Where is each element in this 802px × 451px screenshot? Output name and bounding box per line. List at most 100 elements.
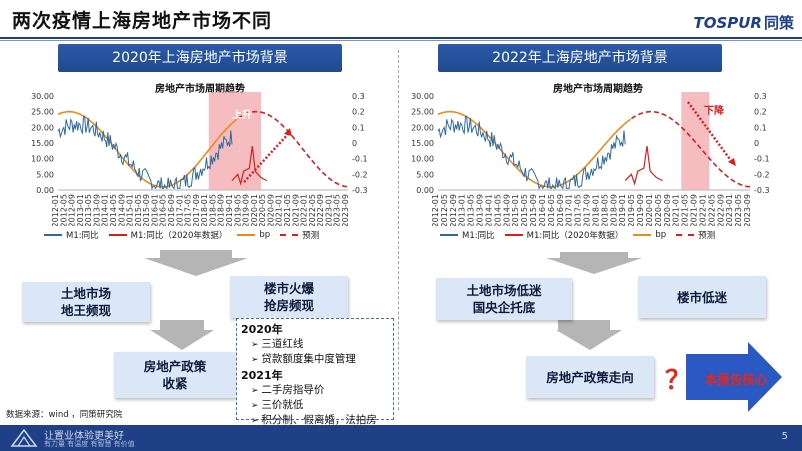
y-right-tick: -0.1 (754, 155, 770, 164)
x-tick: 2020-05 (654, 194, 663, 226)
x-tick: 2019-01 (618, 194, 627, 226)
x-tick: 2022-01 (698, 194, 707, 226)
policy-list: 2020年 三道红线 贷款额度集中度管理 2021年 二手房指导价 三价就低 积… (236, 318, 394, 426)
trend-arrow (243, 131, 291, 183)
x-tick: 2014-01 (484, 194, 493, 226)
trend-label: 上升 (232, 108, 252, 121)
logo-latin: TOSPUR (693, 14, 762, 32)
x-tick: 2021-09 (690, 194, 699, 226)
x-tick: 2021-09 (291, 194, 300, 226)
series-m1 (57, 115, 233, 191)
x-tick: 2018-05 (600, 194, 609, 226)
policy-item: 三道红线 (241, 337, 389, 352)
x-tick: 2019-01 (225, 194, 234, 226)
arrow-down-left-2 (150, 320, 214, 350)
x-tick: 2016-09 (556, 194, 565, 226)
x-tick: 2020-01 (645, 194, 654, 226)
y-right-tick: 0.1 (754, 123, 767, 132)
x-tick: 2022-09 (716, 194, 725, 226)
x-tick: 2015-09 (529, 194, 538, 226)
footer-logo-icon (10, 428, 38, 447)
page-title: 两次疫情上海房地产市场不同 (12, 10, 273, 32)
x-tick: 2019-09 (636, 194, 645, 226)
y-right-tick: 0.2 (754, 108, 767, 117)
x-tick: 2023-05 (734, 194, 743, 226)
header-rule (0, 37, 802, 39)
x-tick: 2021-01 (275, 194, 284, 226)
x-tick: 2023-05 (333, 194, 342, 226)
x-tick: 2018-09 (217, 194, 226, 226)
x-tick: 2017-05 (184, 194, 193, 226)
report-core-label: 本报告核心 (704, 372, 768, 387)
series-m1-2020 (231, 146, 268, 187)
x-tick: 2014-01 (101, 194, 110, 226)
x-tick: 2020-01 (250, 194, 259, 226)
company-logo: TOSPUR 同策 (693, 12, 794, 33)
legend-item-m1: M1:同比 (440, 229, 495, 241)
y-left-tick: 10.00 (411, 155, 434, 164)
x-tick: 2021-01 (672, 194, 681, 226)
x-tick: 2023-09 (341, 194, 350, 226)
x-tick: 2022-09 (316, 194, 325, 226)
x-tick: 2019-05 (233, 194, 242, 226)
policy-item: 二手房指导价 (241, 383, 389, 398)
y-right-tick: -0.2 (352, 170, 368, 179)
trend-arrowhead (284, 128, 292, 136)
y-left-tick: 0.00 (416, 186, 434, 195)
y-right-tick: -0.1 (352, 155, 368, 164)
x-tick: 2023-09 (743, 194, 752, 226)
x-tick: 2013-09 (476, 194, 485, 226)
legend-item-forecast: 预测 (676, 229, 715, 241)
x-tick: 2014-05 (109, 194, 118, 226)
x-tick: 2017-05 (574, 194, 583, 226)
trend-arrow (686, 101, 734, 163)
x-tick: 2018-01 (200, 194, 209, 226)
legend-item-m1-2020: M1:同比（2020年数据） (504, 229, 623, 241)
y-left-tick: 25.00 (31, 108, 54, 117)
page-number: 5 (781, 431, 788, 442)
box-land-market-right: 土地市场低迷 国央企托底 (436, 278, 572, 320)
legend-item-bp: bp (237, 230, 270, 240)
x-tick: 2018-05 (208, 194, 217, 226)
box-policy-left: 房地产政策 收紧 (114, 352, 236, 398)
box-land-market-left: 土地市场 地王频现 (22, 282, 150, 322)
x-tick: 2015-05 (520, 194, 529, 226)
x-tick: 2019-09 (242, 194, 251, 226)
x-tick: 2019-05 (627, 194, 636, 226)
box-housing-market-right: 楼市低迷 (638, 276, 766, 318)
highlight-region (208, 92, 261, 190)
x-tick: 2015-01 (511, 194, 520, 226)
x-tick: 2012-09 (449, 194, 458, 226)
x-tick: 2015-09 (142, 194, 151, 226)
y-left-tick: 5.00 (416, 170, 434, 179)
y-left-tick: 0.00 (36, 186, 54, 195)
y-right-tick: 0.1 (352, 123, 365, 132)
y-right-tick: 0 (352, 139, 357, 148)
left-banner: 2020年上海房地产市场背景 (58, 44, 342, 72)
y-left-tick: 30.00 (411, 92, 434, 101)
y-left-tick: 5.00 (36, 170, 54, 179)
series-forecast (237, 110, 349, 188)
legend-item-m1: M1:同比 (44, 229, 99, 241)
x-tick: 2023-01 (725, 194, 734, 226)
data-source: 数据来源：wind ，同策研究院 (6, 410, 123, 420)
x-tick: 2012-05 (440, 194, 449, 226)
x-tick: 2013-09 (92, 194, 101, 226)
x-tick: 2016-05 (159, 194, 168, 226)
y-right-tick: -0.2 (754, 170, 770, 179)
x-tick: 2016-09 (167, 194, 176, 226)
left-chart-title: 房地产市场周期趋势 (155, 84, 245, 95)
policy-item: 贷款额度集中度管理 (241, 352, 389, 367)
x-tick: 2017-01 (175, 194, 184, 226)
footer-subslogan: 有力量 有温度 有智慧 有价值 (44, 440, 135, 448)
right-banner: 2022年上海房地产市场背景 (438, 44, 722, 72)
x-tick: 2021-05 (681, 194, 690, 226)
x-tick: 2017-01 (565, 194, 574, 226)
right-cycle-chart: 30.00 25.00 20.00 15.00 10.00 5.00 0.00 0.3 0.2 0… (411, 92, 770, 226)
policy-item: 积分制、假离婚，法拍房 (241, 413, 389, 428)
panel-divider (398, 50, 399, 410)
y-right-tick: 0.2 (352, 108, 365, 117)
policy-item: 三价就低 (241, 398, 389, 413)
x-tick: 2013-05 (84, 194, 93, 226)
